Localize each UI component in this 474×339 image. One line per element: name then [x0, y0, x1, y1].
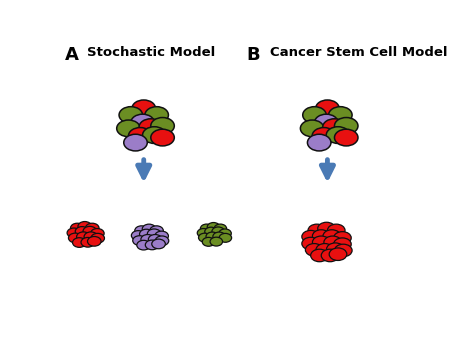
Circle shape [71, 223, 84, 233]
Circle shape [207, 222, 220, 232]
Circle shape [75, 226, 89, 236]
Circle shape [219, 233, 232, 242]
Circle shape [155, 236, 169, 246]
Circle shape [91, 233, 104, 243]
Circle shape [303, 107, 326, 123]
Circle shape [67, 228, 81, 238]
Circle shape [142, 224, 156, 234]
Circle shape [210, 237, 223, 246]
Circle shape [205, 227, 217, 236]
Circle shape [335, 129, 358, 146]
Circle shape [68, 233, 82, 243]
Circle shape [329, 248, 347, 260]
Circle shape [312, 236, 330, 248]
Circle shape [324, 236, 342, 248]
Circle shape [312, 230, 330, 242]
Circle shape [150, 226, 164, 236]
Circle shape [314, 114, 338, 131]
Circle shape [131, 114, 155, 131]
Circle shape [128, 127, 152, 144]
Circle shape [308, 224, 326, 237]
Text: B: B [246, 46, 260, 64]
Circle shape [124, 134, 147, 151]
Circle shape [201, 224, 213, 233]
Circle shape [334, 238, 351, 251]
Circle shape [214, 224, 227, 233]
Circle shape [308, 134, 331, 151]
Circle shape [81, 237, 95, 247]
Circle shape [117, 120, 140, 137]
Circle shape [328, 107, 352, 123]
Circle shape [316, 100, 339, 117]
Circle shape [83, 226, 97, 236]
Circle shape [327, 243, 344, 256]
Circle shape [147, 229, 161, 239]
Circle shape [91, 228, 104, 238]
Circle shape [152, 239, 165, 249]
Circle shape [326, 127, 350, 143]
Circle shape [131, 231, 145, 240]
Circle shape [151, 129, 174, 146]
Circle shape [199, 233, 211, 242]
Text: Cancer Stem Cell Model: Cancer Stem Cell Model [271, 46, 448, 59]
Circle shape [302, 237, 319, 250]
Circle shape [139, 229, 153, 239]
Circle shape [219, 229, 231, 238]
Circle shape [335, 244, 352, 257]
Circle shape [321, 249, 339, 262]
Circle shape [148, 235, 162, 244]
Circle shape [301, 120, 324, 137]
Circle shape [318, 222, 335, 235]
Circle shape [310, 249, 328, 262]
Text: Stochastic Model: Stochastic Model [87, 46, 215, 59]
Circle shape [151, 118, 174, 134]
Circle shape [213, 232, 225, 241]
Circle shape [78, 221, 91, 231]
Circle shape [73, 238, 86, 247]
Circle shape [137, 240, 150, 250]
Circle shape [135, 226, 148, 236]
Circle shape [141, 235, 155, 244]
Circle shape [139, 119, 163, 136]
Circle shape [335, 118, 358, 134]
Circle shape [85, 223, 99, 233]
Circle shape [155, 231, 168, 241]
Circle shape [119, 107, 143, 123]
Circle shape [84, 232, 98, 242]
Circle shape [328, 224, 345, 237]
Circle shape [88, 237, 101, 246]
Circle shape [145, 107, 168, 123]
Circle shape [312, 127, 336, 144]
Circle shape [133, 236, 146, 245]
Circle shape [323, 230, 341, 242]
Circle shape [206, 232, 219, 241]
Circle shape [143, 127, 166, 143]
Circle shape [212, 227, 224, 236]
Circle shape [202, 237, 215, 246]
Circle shape [302, 231, 319, 243]
Circle shape [334, 232, 351, 244]
Text: A: A [65, 46, 79, 64]
Circle shape [146, 240, 159, 250]
Circle shape [132, 100, 155, 117]
Circle shape [77, 232, 90, 242]
Circle shape [323, 119, 346, 136]
Circle shape [316, 243, 334, 256]
Circle shape [305, 243, 323, 256]
Circle shape [197, 228, 210, 237]
